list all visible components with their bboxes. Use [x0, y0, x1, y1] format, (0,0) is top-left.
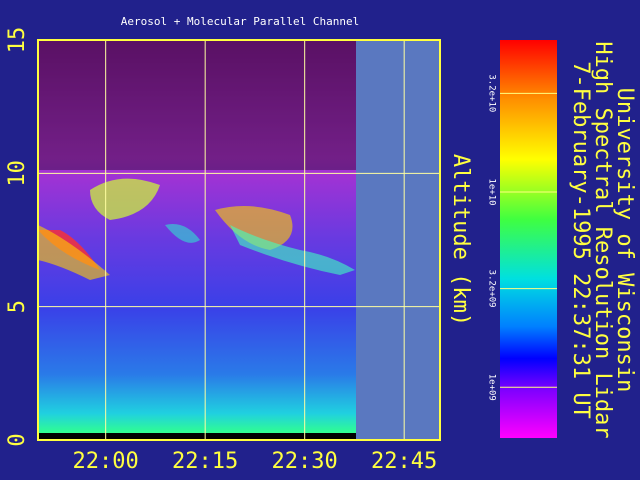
- x-tick-label: 22:15: [172, 449, 238, 474]
- y-axis-label: Altitude (km): [448, 154, 473, 326]
- colorbar-tick-label: 1e+09: [487, 374, 497, 401]
- side-line: University of Wisconsin: [612, 88, 637, 393]
- side-line: High Spectral Resolution Lidar: [590, 41, 615, 438]
- colorbar-tick-label: 3.2e+10: [487, 74, 497, 112]
- x-tick-label: 22:00: [73, 449, 139, 474]
- colorbar-tick-label: 1e+10: [487, 178, 497, 205]
- chart-title: Aerosol + Molecular Parallel Channel: [121, 15, 359, 28]
- colorbar-tick-label: 3.2e+09: [487, 270, 497, 308]
- y-tick-label: 5: [5, 300, 30, 313]
- y-tick-label: 0: [5, 433, 30, 446]
- x-tick-label: 22:45: [371, 449, 437, 474]
- backscatter-image: [38, 40, 557, 440]
- y-tick-label: 10: [5, 160, 30, 187]
- side-line: 7-February-1995 22:37:31 UT: [568, 61, 593, 419]
- plot-frame: [37, 39, 441, 441]
- x-tick-label: 22:30: [272, 449, 338, 474]
- y-tick-label: 15: [5, 27, 30, 54]
